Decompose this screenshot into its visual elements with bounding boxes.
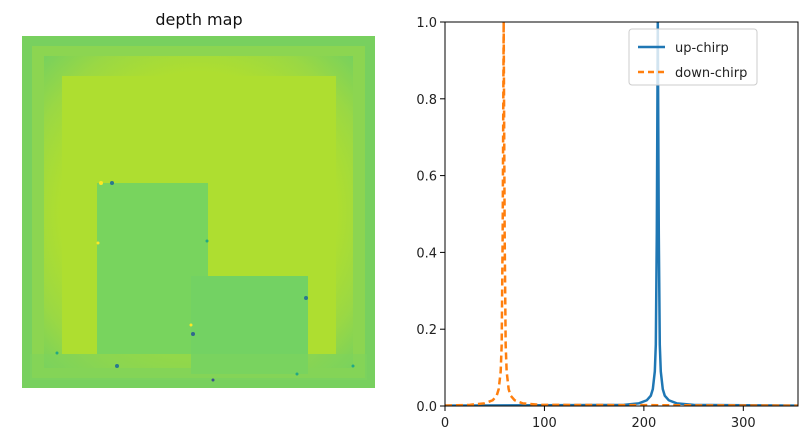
legend-label-down-chirp: down-chirp (675, 66, 747, 81)
depth-map-title: depth map (155, 10, 242, 29)
depth-noise-point (115, 364, 119, 368)
depth-noise-point (189, 323, 193, 327)
x-tick-label: 100 (532, 416, 557, 431)
series-layer (445, 22, 798, 406)
x-tick-label: 200 (631, 416, 656, 431)
y-axis: 0.0 0.2 0.4 0.6 0.8 1.0 (416, 16, 445, 415)
depth-noise-point (205, 239, 209, 243)
y-tick-label: 0.8 (416, 93, 437, 108)
x-tick-label: 300 (731, 416, 756, 431)
y-tick-label: 0.4 (416, 246, 437, 261)
legend: up-chirp down-chirp (628, 28, 758, 86)
depth-map-panel: depth map (22, 10, 375, 388)
depth-floor-band (30, 354, 367, 380)
depth-noise-point (96, 241, 100, 245)
depth-noise-point (304, 296, 308, 300)
series-line-down-chirp (445, 22, 798, 406)
y-tick-label: 0.0 (416, 400, 437, 415)
depth-noise-point (99, 181, 103, 185)
plot-frame (444, 21, 799, 407)
y-tick-label: 0.2 (416, 323, 437, 338)
depth-noise-point (110, 181, 114, 185)
series-line-up-chirp (445, 22, 798, 406)
depth-noise-point (295, 372, 299, 376)
depth-noise-point (211, 378, 215, 382)
depth-map-image (22, 36, 375, 388)
y-tick-label: 0.6 (416, 170, 437, 185)
y-tick-label: 1.0 (416, 16, 437, 31)
depth-noise-point (351, 364, 355, 368)
legend-label-up-chirp: up-chirp (675, 41, 729, 56)
x-tick-label: 0 (441, 416, 449, 431)
x-axis: 0 100 200 300 (441, 406, 756, 431)
depth-box-tall (97, 183, 208, 354)
chirp-chart: 0.0 0.2 0.4 0.6 0.8 1.0 0 100 200 300 up-chirp d… (416, 16, 799, 431)
depth-noise-point (55, 351, 59, 355)
depth-noise-point (191, 332, 195, 336)
